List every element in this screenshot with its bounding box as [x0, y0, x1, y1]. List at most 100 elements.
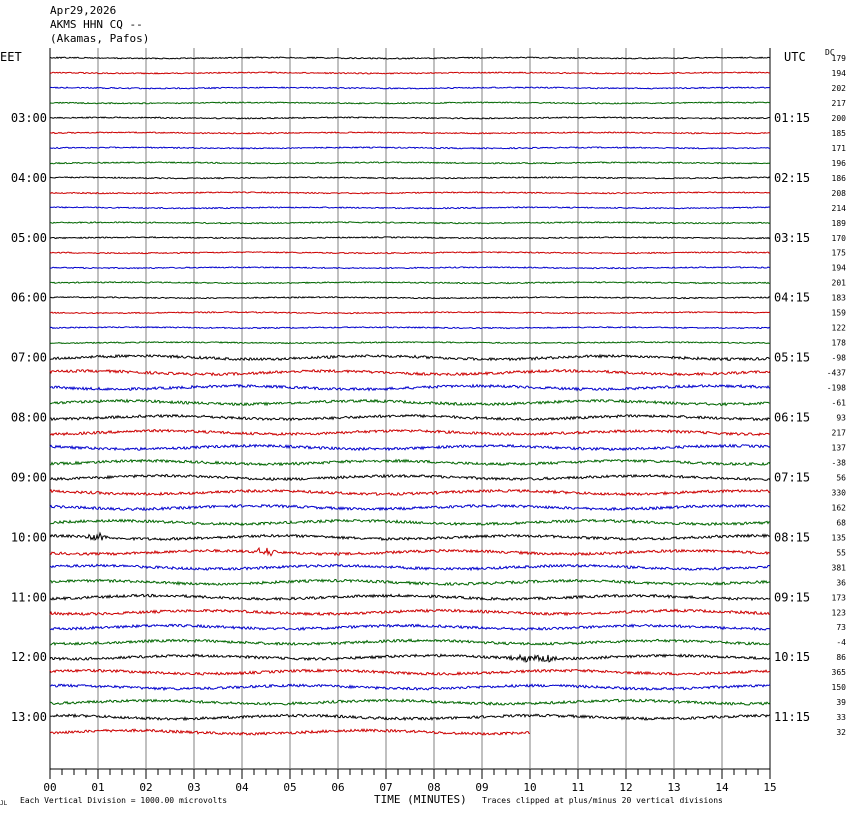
dc-offset-label: 183 [832, 294, 847, 303]
seismic-trace [49, 71, 771, 75]
right-hour-label: 02:15 [774, 171, 810, 185]
x-tick-label: 01 [91, 781, 104, 794]
left-timezone-label: EET [0, 50, 22, 64]
left-hour-label: 11:00 [11, 590, 47, 604]
seismic-trace [49, 131, 771, 135]
dc-offset-label: 179 [832, 54, 847, 63]
seismic-trace [49, 281, 771, 285]
seismic-trace [49, 236, 771, 240]
dc-offset-label: 86 [836, 653, 846, 662]
dc-offset-label: 39 [836, 698, 846, 707]
dc-offset-label: 201 [832, 279, 847, 288]
seismic-trace [49, 296, 771, 300]
seismic-trace [49, 191, 771, 195]
dc-offset-label: 162 [832, 503, 847, 512]
x-tick-label: 08 [427, 781, 440, 794]
seismic-trace [49, 251, 771, 255]
seismic-trace [49, 503, 771, 512]
dc-offset-label: 173 [832, 593, 847, 602]
corner-mark: JL [0, 800, 8, 807]
seismic-trace [49, 326, 771, 330]
x-tick-label: 03 [187, 781, 200, 794]
dc-offset-label: 56 [836, 473, 846, 482]
seismic-trace [49, 176, 771, 180]
dc-offset-label: 123 [832, 608, 847, 617]
seismic-trace [49, 383, 771, 392]
seismic-trace [49, 473, 771, 482]
x-tick-label: 06 [331, 781, 344, 794]
dc-offset-label: -437 [827, 369, 846, 378]
dc-offset-label: 93 [836, 414, 846, 423]
dc-offset-label: 217 [832, 99, 847, 108]
right-hour-label: 07:15 [774, 470, 810, 484]
right-timezone-label: UTC [784, 50, 806, 64]
seismic-trace [49, 116, 771, 120]
seismic-trace [49, 311, 771, 315]
dc-offset-label: -98 [832, 354, 847, 363]
dc-offset-label: 194 [832, 264, 847, 273]
dc-offset-label: 137 [832, 443, 847, 452]
x-tick-label: 13 [667, 781, 680, 794]
seismic-trace [49, 608, 771, 617]
seismic-trace [49, 428, 771, 437]
dc-offset-label: 159 [832, 309, 847, 318]
left-hour-label: 05:00 [11, 231, 47, 245]
dc-offset-label: -4 [836, 638, 846, 647]
right-hour-label: 09:15 [774, 590, 810, 604]
left-hour-label: 07:00 [11, 351, 47, 365]
x-axis-title: TIME (MINUTES) [374, 793, 467, 806]
seismic-trace [49, 266, 771, 270]
seismic-trace [49, 101, 771, 105]
right-hour-label: 11:15 [774, 710, 810, 724]
dc-offset-label: 68 [836, 518, 846, 527]
seismic-trace [49, 563, 771, 572]
header-station: AKMS HHN CQ -- [50, 18, 143, 31]
dc-offset-label: 202 [832, 84, 847, 93]
dc-offset-label: 365 [832, 668, 847, 677]
x-tick-label: 00 [43, 781, 56, 794]
dc-offset-label: 122 [832, 324, 847, 333]
seismic-trace [49, 698, 771, 706]
dc-offset-label: -61 [832, 399, 847, 408]
dc-offset-label: 200 [832, 114, 847, 123]
dc-offset-label: 189 [832, 219, 847, 228]
seismic-trace [49, 353, 771, 362]
seismic-trace [49, 413, 771, 422]
seismic-trace [49, 713, 771, 722]
dc-offset-label: 175 [832, 249, 847, 258]
left-hour-label: 08:00 [11, 411, 47, 425]
dc-label: DC [825, 48, 835, 57]
dc-offset-label: 381 [832, 563, 847, 572]
x-tick-label: 10 [523, 781, 536, 794]
seismic-trace [49, 683, 771, 692]
x-tick-label: 05 [283, 781, 296, 794]
seismic-trace [49, 56, 771, 60]
dc-offset-label: 214 [832, 204, 847, 213]
dc-offset-label: 150 [832, 683, 847, 692]
dc-offset-label: 185 [832, 129, 847, 138]
seismic-trace [49, 146, 771, 150]
left-hour-label: 09:00 [11, 470, 47, 484]
header-location: (Akamas, Pafos) [50, 32, 150, 45]
x-tick-label: 15 [763, 781, 776, 794]
seismic-trace [49, 546, 771, 557]
seismic-trace [50, 518, 771, 527]
dc-offset-label: 208 [832, 189, 847, 198]
right-hour-label: 10:15 [774, 650, 810, 664]
seismic-trace [49, 341, 771, 345]
seismic-trace [49, 221, 771, 225]
dc-offset-label: 186 [832, 174, 847, 183]
seismic-trace [49, 578, 771, 586]
scale-note: Each Vertical Division = 1000.00 microvo… [20, 796, 228, 805]
dc-offset-label: 36 [836, 578, 846, 587]
left-hour-label: 13:00 [11, 710, 47, 724]
seismic-trace [49, 398, 771, 407]
left-hour-label: 04:00 [11, 171, 47, 185]
x-tick-label: 14 [715, 781, 729, 794]
dc-offset-label: 73 [836, 623, 846, 632]
seismic-trace [49, 668, 771, 676]
dc-offset-label: 32 [836, 728, 846, 737]
x-tick-label: 09 [475, 781, 488, 794]
x-tick-label: 11 [571, 781, 584, 794]
